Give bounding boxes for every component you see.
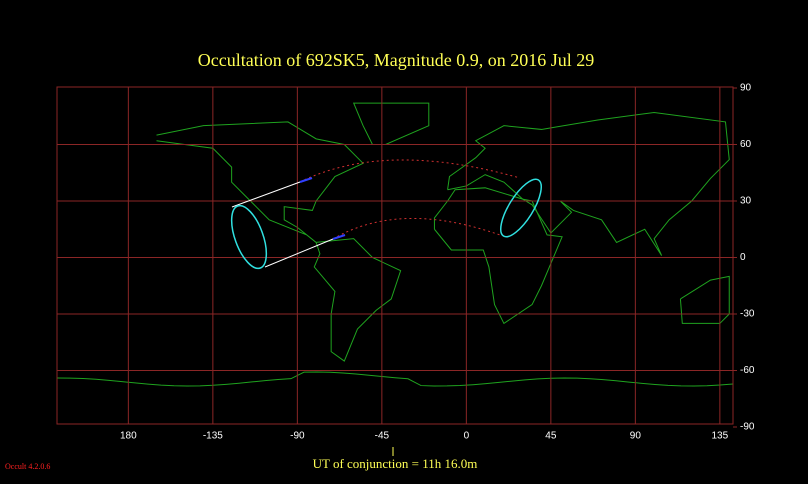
annotation: UT of conjunction = 11h 16.0m bbox=[313, 456, 478, 471]
x-tick-label: 135 bbox=[712, 431, 729, 442]
x-tick-label: 180 bbox=[120, 431, 137, 442]
map-frame bbox=[56, 86, 734, 425]
path-limit bbox=[264, 238, 334, 268]
coastline bbox=[313, 238, 402, 362]
x-tick-label: 0 bbox=[464, 431, 470, 442]
path-limit bbox=[299, 159, 521, 183]
path-limit bbox=[299, 177, 313, 183]
grid bbox=[57, 87, 737, 428]
x-tick-label: 90 bbox=[630, 431, 642, 442]
y-tick-label: -60 bbox=[740, 365, 755, 376]
coastline bbox=[447, 111, 730, 256]
x-tick-label: -45 bbox=[375, 431, 390, 442]
chart-title: Occultation of 692SK5, Magnitude 0.9, on… bbox=[198, 50, 594, 70]
y-tick-label: -30 bbox=[740, 309, 755, 320]
path-limit bbox=[332, 234, 346, 240]
y-tick-label: 60 bbox=[740, 139, 752, 150]
coastline bbox=[56, 371, 734, 387]
version-label: Occult 4.2.0.6 bbox=[5, 462, 50, 471]
shadow-ellipse bbox=[500, 178, 542, 238]
path-limit bbox=[231, 181, 301, 208]
coastline bbox=[156, 121, 364, 243]
shadow-ellipse bbox=[230, 204, 268, 270]
y-tick-label: 90 bbox=[740, 83, 752, 94]
x-tick-label: 45 bbox=[545, 431, 557, 442]
y-tick-label: 30 bbox=[740, 196, 752, 207]
x-tick-label: -90 bbox=[290, 431, 305, 442]
coastline bbox=[433, 187, 563, 325]
x-tick-label: -135 bbox=[203, 431, 223, 442]
y-tick-label: -90 bbox=[740, 422, 755, 433]
y-tick-label: 0 bbox=[740, 252, 746, 263]
